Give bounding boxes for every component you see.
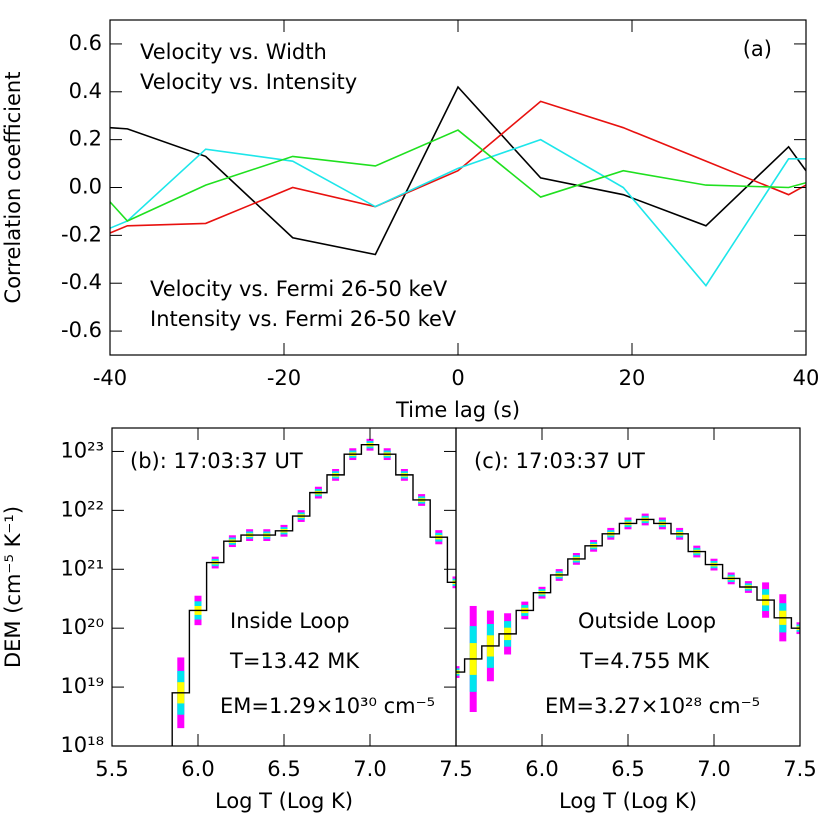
panel: -40 -20 0 20 40 -0.6 -0.4 -0.2 0.0 0.2 0.4 0.6 Time …: [1, 19, 820, 422]
series-line: [110, 85, 806, 256]
series-line: [110, 100, 806, 234]
x-tick-label: 0: [451, 366, 464, 390]
plot-area: [110, 85, 806, 287]
plot-area: [160, 438, 456, 773]
y-tick-label: 10²¹: [60, 556, 104, 580]
x-tick-label: 6.0: [181, 757, 214, 781]
x-tick-label: 20: [619, 366, 646, 390]
y-tick-label: 0.4: [69, 79, 102, 103]
annotation: EM=1.29×10³⁰ cm⁻⁵: [220, 694, 435, 718]
y-tick-label: 10¹⁹: [60, 674, 104, 698]
y-tick-label: -0.2: [61, 222, 102, 246]
x-axis-label: Time lag (s): [395, 398, 520, 422]
x-tick-label: 6.5: [267, 757, 300, 781]
error-bar: [160, 755, 167, 773]
legend-entry: Velocity vs. Width: [140, 40, 327, 64]
legend-entry: Velocity vs. Fermi 26-50 keV: [150, 277, 448, 301]
plot-area: [456, 513, 800, 713]
annotation: T=4.755 MK: [579, 649, 710, 673]
x-tick-label: 5.5: [95, 757, 128, 781]
y-tick-label: -0.4: [61, 270, 102, 294]
legend-entry: Intensity vs. Fermi 26-50 keV: [150, 307, 457, 331]
y-tick-label: 0.0: [69, 175, 102, 199]
error-bar: [160, 758, 167, 769]
panel: 6.0 6.5 7.0 7.5 Log T (Log K) (c): 17:03:37 U…: [455, 427, 817, 813]
x-tick-label: -40: [93, 366, 127, 390]
panel-label: (a): [743, 37, 772, 61]
x-axis-label: Log T (Log K): [559, 789, 697, 813]
annotation: T=13.42 MK: [229, 649, 360, 673]
y-tick-label: 10²³: [60, 438, 104, 462]
y-tick-label: -0.6: [61, 318, 102, 342]
error-bar: [160, 761, 167, 766]
x-tick-label: 7.5: [783, 757, 816, 781]
y-tick-label: 0.2: [69, 127, 102, 151]
annotation: (c): 17:03:37 UT: [474, 449, 645, 473]
dem-step: [171, 444, 456, 746]
x-tick-label: 6.0: [525, 757, 558, 781]
x-tick-label: -20: [267, 366, 301, 390]
y-axis-label: DEM (cm⁻⁵ K⁻¹): [1, 506, 25, 668]
plot-frame: [109, 19, 807, 356]
y-tick-label: 10²⁰: [60, 615, 104, 639]
series-line: [110, 138, 806, 287]
x-tick-label: 7.5: [439, 757, 472, 781]
y-tick-label: 0.6: [69, 31, 102, 55]
annotation: (b): 17:03:37 UT: [130, 449, 303, 473]
annotation: Outside Loop: [578, 609, 716, 633]
y-axis-label: Correlation coefficient: [1, 72, 25, 304]
x-axis-label: Log T (Log K): [215, 789, 353, 813]
y-tick-label: 10²²: [60, 497, 104, 521]
plot-frame: [455, 427, 801, 747]
x-tick-label: 40: [793, 366, 820, 390]
y-tick-label: 10¹⁸: [60, 733, 104, 757]
dem-step: [456, 518, 800, 673]
panel: 5.5 6.0 6.5 7.0 7.5 10¹⁸ 10¹⁹ 10²⁰ 10²¹ 10²² 10²³ L…: [1, 427, 473, 813]
annotation: Inside Loop: [230, 609, 350, 633]
x-tick-label: 7.0: [697, 757, 730, 781]
x-tick-label: 7.0: [353, 757, 386, 781]
x-tick-label: 6.5: [611, 757, 644, 781]
annotation: EM=3.27×10²⁸ cm⁻⁵: [545, 694, 760, 718]
legend-entry: Velocity vs. Intensity: [140, 70, 357, 94]
series-line: [110, 129, 806, 222]
